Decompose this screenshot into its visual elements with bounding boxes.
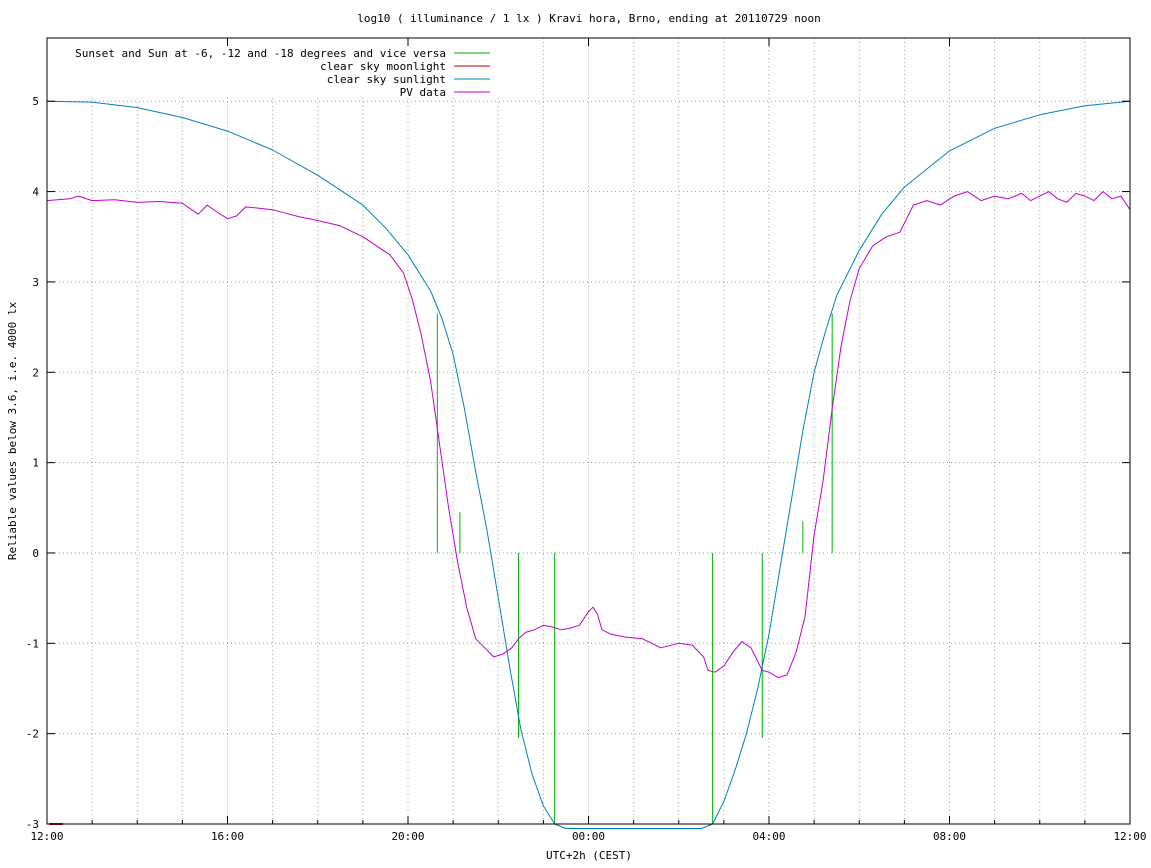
legend-layer: Sunset and Sun at -6, -12 and -18 degree… [75, 47, 490, 99]
y-tick-label: -3 [26, 818, 39, 831]
x-tick-label: 20:00 [391, 830, 424, 843]
series-group [436, 313, 833, 824]
y-tick-label: -2 [26, 728, 39, 741]
legend-label: clear sky sunlight [327, 73, 446, 86]
series-line [46, 191, 1131, 679]
x-tick-label: 00:00 [572, 830, 605, 843]
x-tick-label: 16:00 [211, 830, 244, 843]
x-tick-label: 12:00 [1113, 830, 1146, 843]
x-tick-label: 08:00 [933, 830, 966, 843]
x-tick-label: 04:00 [752, 830, 785, 843]
series-group [46, 191, 1131, 679]
legend-label: PV data [400, 86, 446, 99]
series-group [46, 100, 1131, 829]
y-tick-label: 0 [32, 547, 39, 560]
chart-title: log10 ( illuminance / 1 lx ) Kravi hora,… [357, 12, 821, 25]
y-tick-label: 1 [32, 457, 39, 470]
y-tick-label: -1 [26, 637, 39, 650]
y-tick-label: 5 [32, 95, 39, 108]
legend-label: Sunset and Sun at -6, -12 and -18 degree… [75, 47, 446, 60]
y-tick-label: 2 [32, 366, 39, 379]
tick-layer: 12:00 16:00 20:00 00:00 04:00 08:00 12:00 5 4 3 2 1… [26, 38, 1147, 843]
y-tick-label: 4 [32, 186, 39, 199]
series-line [46, 100, 1131, 829]
x-axis-label: UTC+2h (CEST) [546, 849, 632, 862]
x-tick-label: 12:00 [30, 830, 63, 843]
y-tick-label: 3 [32, 276, 39, 289]
series-layer [46, 100, 1131, 829]
legend-label: clear sky moonlight [320, 60, 446, 73]
y-axis-label: Reliable values below 3.6, i.e. 4000 lx [6, 301, 19, 560]
